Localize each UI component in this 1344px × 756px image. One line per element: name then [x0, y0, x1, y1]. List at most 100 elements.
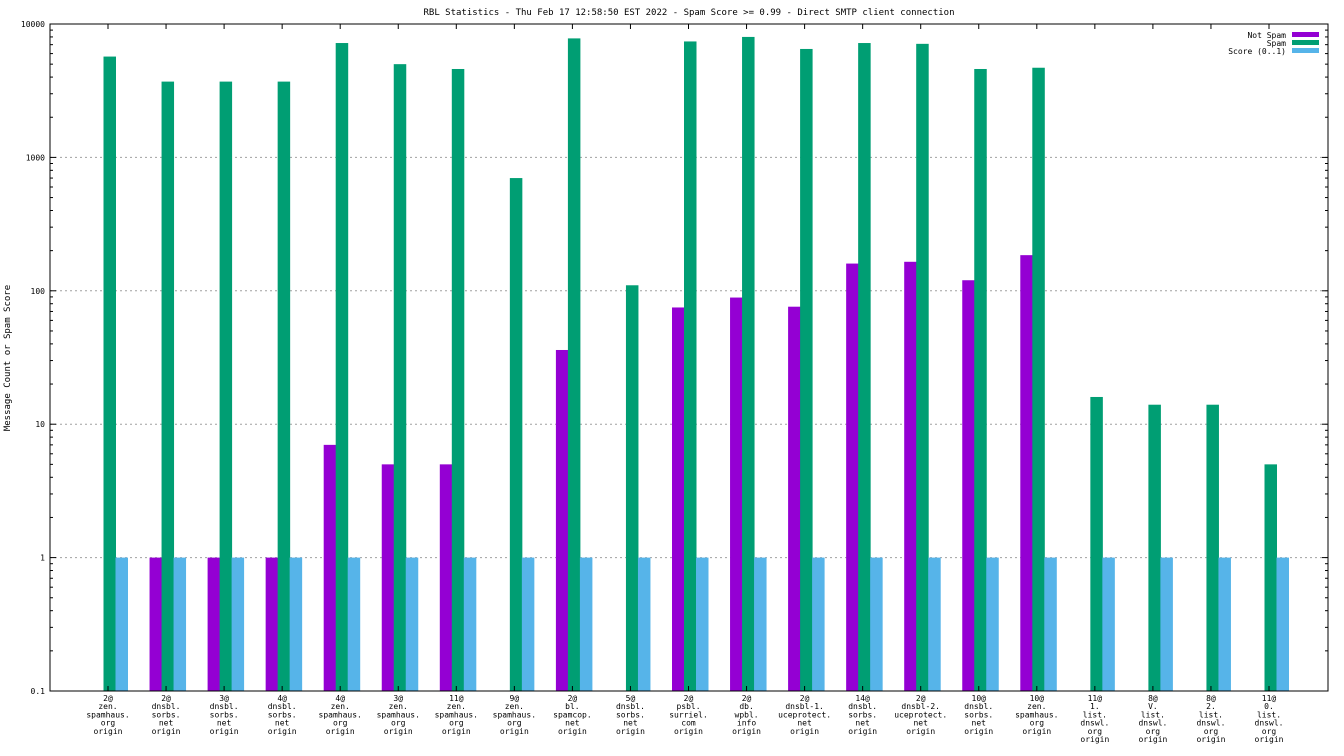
x-tick-label-line: 14@: [855, 694, 870, 703]
bar-not-spam: [1020, 255, 1033, 691]
x-tick-label: 2@ zen. spamhaus. org origin: [86, 694, 129, 736]
bar-not-spam: [265, 557, 279, 691]
x-tick-label-line: net: [565, 719, 580, 728]
x-tick-label-line: list.: [1141, 710, 1165, 719]
bar-not-spam: [555, 349, 569, 691]
x-tick-label: 2@ dnsbl-1. uceprotect. net origin: [778, 694, 831, 736]
x-tick-label-line: net: [855, 719, 870, 728]
x-tick-label-line: spamhaus.: [86, 710, 129, 719]
x-tick-label-line: org: [1030, 719, 1045, 728]
y-tick-label: 0.1: [31, 687, 46, 696]
x-tick-label: 5@ dnsbl. sorbs. net origin: [616, 694, 645, 736]
x-tick-label: 10@ zen. spamhaus. org origin: [1015, 694, 1058, 736]
x-tick-label-line: 2@: [161, 694, 171, 703]
x-tick-label-line: zen.: [447, 702, 466, 711]
x-tick-label-line: origin: [848, 727, 877, 736]
bar-spam: [974, 68, 987, 692]
x-tick-label: 2@ bl. spamcop. net origin: [553, 694, 592, 736]
x-tick-label-line: org: [1146, 727, 1161, 736]
x-tick-label-line: dnsbl.: [210, 702, 239, 711]
x-tick-label-line: origin: [442, 727, 471, 736]
bar-spam: [625, 285, 639, 691]
x-tick-label: 2@ psbl. surriel. com origin: [669, 694, 708, 736]
x-tick-label-line: 2@: [742, 694, 752, 703]
bar-spam: [393, 64, 407, 691]
bar-spam: [335, 43, 349, 691]
x-tick-label-line: 8@: [1206, 694, 1216, 703]
x-tick-label-line: list.: [1199, 710, 1223, 719]
x-tick-label-line: zen.: [389, 702, 408, 711]
x-tick-label-line: sorbs.: [848, 710, 877, 719]
x-tick-label-line: dnswl.: [1138, 719, 1167, 728]
x-tick-label-line: 2@: [684, 694, 694, 703]
x-tick-label: 10@ dnsbl. sorbs. net origin: [964, 694, 993, 736]
x-tick-label-line: sorbs.: [152, 710, 181, 719]
x-tick-label-line: org: [333, 719, 348, 728]
bar-score-0-1: [986, 557, 999, 691]
x-tick-label: 11@ 0. list. dnswl. org origin: [1255, 694, 1284, 744]
x-tick-label-line: 4@: [277, 694, 287, 703]
x-tick-label-line: net: [623, 719, 638, 728]
x-tick-label-line: spamhaus.: [377, 710, 420, 719]
x-tick-label-line: com: [681, 719, 696, 728]
x-tick-label-line: dnswl.: [1196, 719, 1225, 728]
x-tick-label-line: uceprotect.: [894, 710, 947, 719]
y-tick-label: 10000: [21, 20, 45, 29]
x-tick-label-line: org: [391, 719, 406, 728]
x-tick-label-line: dnsbl.: [152, 702, 181, 711]
x-tick-label-line: net: [275, 719, 290, 728]
bar-not-spam: [323, 444, 337, 691]
x-tick-label: 2@ db. wpbl. info origin: [732, 694, 761, 736]
bar-score-0-1: [579, 557, 593, 691]
x-tick-label: 8@ V. list. dnswl. org origin: [1138, 694, 1167, 744]
bar-spam: [161, 81, 175, 692]
x-tick-label-line: org: [1088, 727, 1103, 736]
bar-not-spam: [149, 557, 163, 691]
x-tick-label-line: zen.: [505, 702, 524, 711]
bar-spam: [509, 178, 523, 692]
chart-title: RBL Statistics - Thu Feb 17 12:58:50 EST…: [423, 8, 954, 18]
bar-score-0-1: [1102, 557, 1115, 691]
x-tick-label-line: dnsbl.: [848, 702, 877, 711]
x-tick-label-line: zen.: [331, 702, 350, 711]
x-tick-label-line: 1.: [1090, 702, 1100, 711]
x-tick-label-line: origin: [1196, 735, 1225, 744]
x-tick-label: 3@ dnsbl. sorbs. net origin: [210, 694, 239, 736]
x-tick-label-line: org: [449, 719, 464, 728]
x-tick-label-line: 8@: [1148, 694, 1158, 703]
bar-spam: [1264, 464, 1277, 691]
x-tick-label-line: list.: [1083, 710, 1107, 719]
x-tick-label-line: 10@: [972, 694, 987, 703]
x-tick-label-line: 2@: [103, 694, 113, 703]
bar-score-0-1: [405, 557, 419, 691]
bar-spam: [219, 81, 233, 692]
x-tick-label-line: 2.: [1206, 702, 1216, 711]
y-axis-ticks: 0.1 1 10 100 1000 10000: [21, 20, 1328, 696]
y-tick-label: 1: [40, 554, 45, 563]
bar-spam: [567, 38, 581, 691]
bar-score-0-1: [1160, 557, 1173, 691]
x-tick-label: 11@ 1. list. dnswl. org origin: [1080, 694, 1109, 744]
x-tick-label-line: 2@: [568, 694, 578, 703]
x-tick-label-line: dnswl.: [1255, 719, 1284, 728]
x-tick-label-line: spamcop.: [553, 710, 592, 719]
y-tick-label: 100: [31, 287, 46, 296]
x-tick-label-line: dnsbl.: [616, 702, 645, 711]
bar-score-0-1: [1218, 557, 1231, 691]
bar-score-0-1: [173, 557, 187, 691]
x-tick-label-line: 0.: [1264, 702, 1274, 711]
bar-score-0-1: [1276, 557, 1289, 691]
bar-not-spam: [381, 464, 395, 691]
bar-score-0-1: [289, 557, 303, 691]
x-tick-label: 8@ 2. list. dnswl. org origin: [1196, 694, 1225, 744]
legend-swatch: [1292, 48, 1319, 53]
x-tick-label-line: dnsbl.: [268, 702, 297, 711]
x-tick-label-line: sorbs.: [268, 710, 297, 719]
legend-label: Not Spam: [1247, 31, 1286, 40]
bar-score-0-1: [231, 557, 245, 691]
legend-label: Spam: [1267, 39, 1286, 48]
x-tick-label: 4@ dnsbl. sorbs. net origin: [268, 694, 297, 736]
x-tick-label-line: net: [217, 719, 232, 728]
x-tick-label-line: dnsbl-2.: [901, 702, 940, 711]
